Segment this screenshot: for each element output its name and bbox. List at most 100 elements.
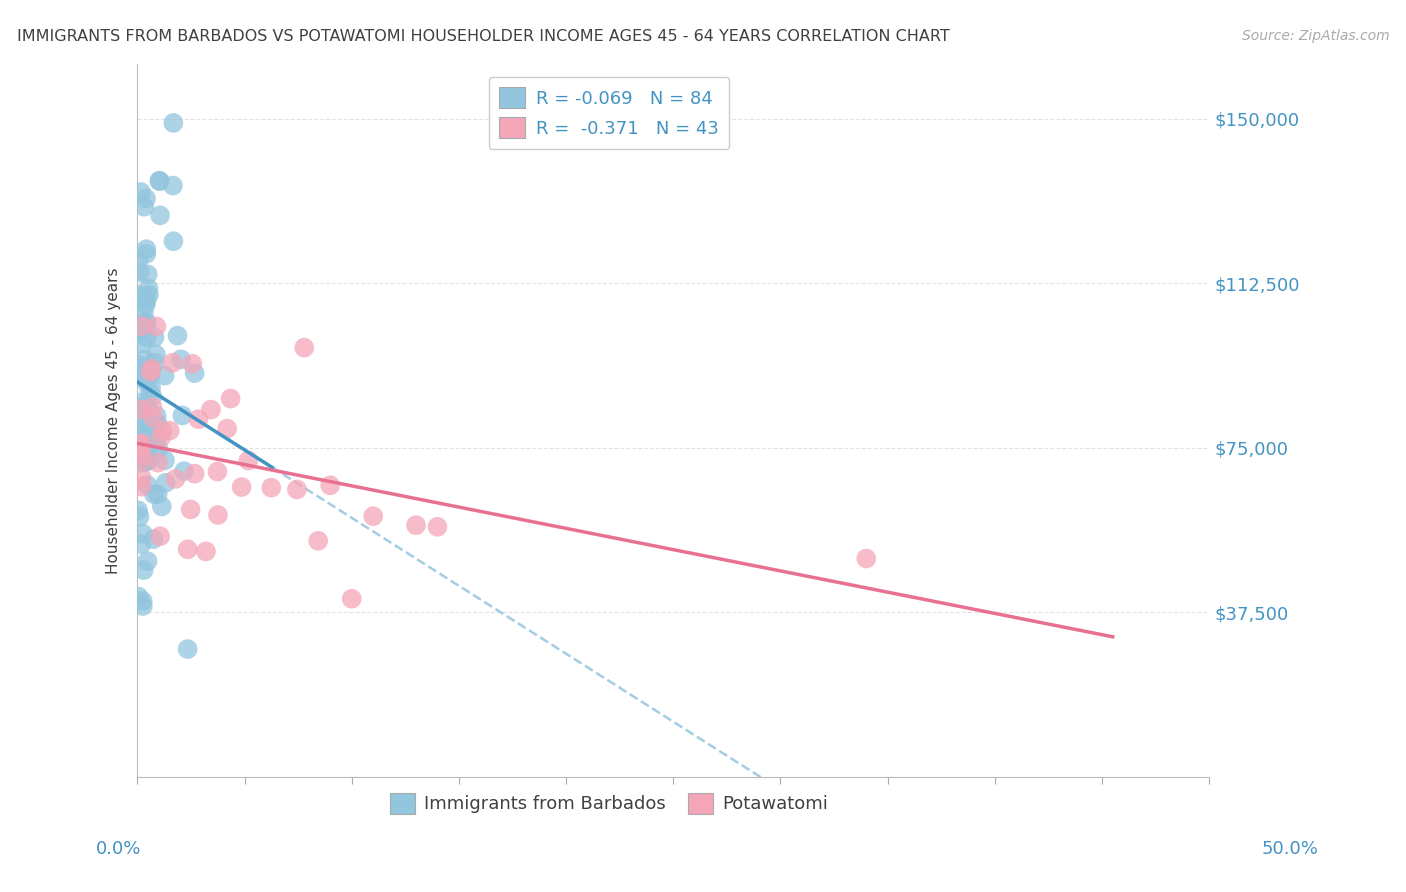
- Point: [149, 174, 172, 188]
- Point: [136, 447, 159, 461]
- Point: [260, 481, 283, 495]
- Point: [181, 357, 204, 371]
- Y-axis label: Householder Income Ages 45 - 64 years: Householder Income Ages 45 - 64 years: [107, 267, 121, 574]
- Point: [128, 407, 150, 421]
- Point: [127, 590, 149, 604]
- Point: [127, 443, 149, 458]
- Point: [131, 293, 153, 307]
- Point: [139, 381, 162, 395]
- Text: Source: ZipAtlas.com: Source: ZipAtlas.com: [1241, 29, 1389, 43]
- Text: IMMIGRANTS FROM BARBADOS VS POTAWATOMI HOUSEHOLDER INCOME AGES 45 - 64 YEARS COR: IMMIGRANTS FROM BARBADOS VS POTAWATOMI H…: [17, 29, 949, 44]
- Point: [183, 467, 205, 481]
- Point: [134, 399, 156, 413]
- Point: [285, 483, 308, 497]
- Point: [176, 542, 198, 557]
- Text: 50.0%: 50.0%: [1263, 840, 1319, 858]
- Point: [153, 453, 176, 467]
- Point: [131, 410, 153, 425]
- Point: [143, 356, 166, 370]
- Point: [155, 475, 177, 490]
- Point: [135, 242, 157, 256]
- Point: [166, 328, 188, 343]
- Point: [127, 288, 149, 302]
- Point: [207, 465, 229, 479]
- Point: [143, 330, 166, 344]
- Point: [146, 456, 169, 470]
- Point: [127, 503, 149, 517]
- Point: [141, 389, 163, 403]
- Point: [135, 374, 157, 388]
- Point: [162, 356, 184, 370]
- Point: [136, 478, 159, 492]
- Point: [146, 487, 169, 501]
- Point: [129, 396, 152, 410]
- Point: [134, 200, 156, 214]
- Point: [136, 316, 159, 330]
- Point: [141, 361, 163, 376]
- Point: [128, 358, 150, 372]
- Point: [162, 178, 184, 193]
- Point: [131, 471, 153, 485]
- Point: [129, 185, 152, 199]
- Point: [149, 529, 172, 543]
- Point: [361, 509, 384, 524]
- Point: [238, 453, 260, 467]
- Point: [143, 426, 166, 441]
- Point: [134, 290, 156, 304]
- Point: [132, 305, 155, 319]
- Point: [136, 401, 159, 415]
- Point: [138, 453, 160, 467]
- Point: [146, 417, 169, 431]
- Point: [132, 430, 155, 444]
- Point: [150, 424, 173, 438]
- Point: [135, 297, 157, 311]
- Point: [292, 341, 315, 355]
- Point: [129, 456, 152, 470]
- Point: [129, 325, 152, 339]
- Point: [127, 326, 149, 341]
- Point: [219, 392, 242, 406]
- Point: [145, 435, 167, 450]
- Point: [319, 478, 342, 492]
- Point: [128, 509, 150, 524]
- Point: [207, 508, 229, 522]
- Point: [139, 368, 162, 383]
- Point: [136, 554, 159, 568]
- Point: [142, 487, 165, 501]
- Point: [138, 419, 160, 434]
- Point: [145, 409, 167, 423]
- Point: [135, 246, 157, 260]
- Point: [128, 265, 150, 279]
- Point: [132, 594, 155, 608]
- Point: [135, 359, 157, 374]
- Point: [159, 424, 181, 438]
- Point: [142, 532, 165, 546]
- Point: [134, 316, 156, 330]
- Point: [162, 116, 184, 130]
- Point: [170, 352, 193, 367]
- Point: [134, 315, 156, 329]
- Point: [183, 366, 205, 380]
- Point: [307, 533, 329, 548]
- Point: [131, 319, 153, 334]
- Point: [173, 464, 195, 478]
- Point: [128, 253, 150, 268]
- Point: [132, 526, 155, 541]
- Point: [145, 347, 167, 361]
- Point: [148, 173, 170, 187]
- Point: [129, 420, 152, 434]
- Point: [172, 409, 194, 423]
- Point: [149, 208, 172, 222]
- Point: [139, 414, 162, 428]
- Point: [131, 402, 153, 417]
- Point: [148, 442, 170, 456]
- Point: [138, 287, 160, 301]
- Point: [131, 480, 153, 494]
- Point: [405, 518, 427, 533]
- Point: [217, 421, 239, 435]
- Point: [131, 336, 153, 351]
- Point: [138, 384, 160, 399]
- Text: 0.0%: 0.0%: [96, 840, 141, 858]
- Point: [150, 500, 173, 514]
- Point: [131, 447, 153, 461]
